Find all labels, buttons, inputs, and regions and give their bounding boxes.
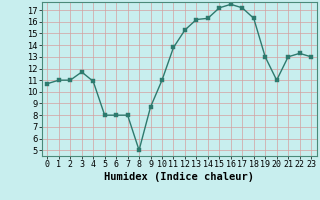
X-axis label: Humidex (Indice chaleur): Humidex (Indice chaleur): [104, 172, 254, 182]
